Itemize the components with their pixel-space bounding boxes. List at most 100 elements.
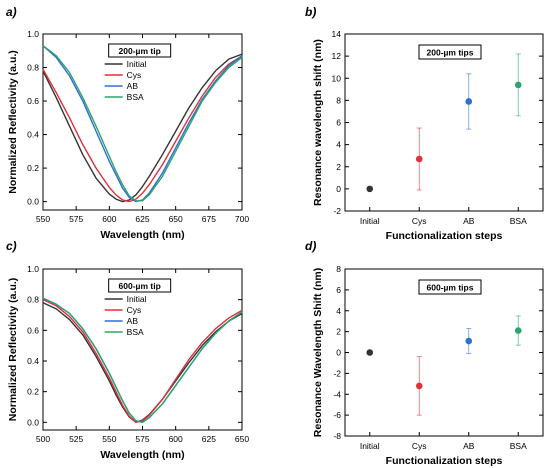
legend-title: 600-µm tips: [427, 283, 474, 293]
legend-entry-cys: Cys: [127, 305, 142, 315]
x-tick-label: 700: [235, 214, 249, 224]
legend-entry-bsa: BSA: [127, 92, 144, 102]
x-tick-label: AB: [463, 216, 475, 226]
panel-label: a): [6, 5, 17, 19]
x-axis-title: Wavelength (nm): [100, 229, 184, 241]
y-tick-label: -8: [333, 431, 341, 441]
y-tick-label: 10: [332, 73, 342, 83]
x-tick-label: 600: [102, 214, 116, 224]
y-tick-label: 1.0: [27, 29, 39, 39]
legend-title-box: [418, 44, 482, 60]
y-axis-title: Resonance Wavelength Shift (nm): [312, 268, 324, 437]
x-tick-label: 550: [102, 434, 116, 444]
data-point-ab: [465, 98, 473, 105]
series-line-cys: [42, 55, 243, 203]
x-tick-label: Initial: [360, 441, 380, 451]
y-tick-label: 6: [336, 285, 341, 295]
x-tick-label: BSA: [510, 441, 527, 451]
series-line-cys: [42, 299, 243, 424]
legend-entry-bsa: BSA: [127, 327, 144, 337]
data-point-cys: [415, 155, 423, 163]
series-line-initial: [42, 53, 243, 203]
legend-entry-initial: Initial: [127, 59, 147, 69]
y-tick-label: 0.8: [27, 295, 39, 305]
series-line-ab: [42, 45, 243, 203]
x-tick-label: 575: [135, 434, 149, 444]
x-axis-title: Functionalization steps: [386, 230, 503, 242]
y-tick-label: 0.6: [27, 325, 39, 335]
legend-entry-initial: Initial: [127, 294, 147, 304]
x-tick-label: 550: [36, 214, 50, 224]
y-tick-label: 8: [336, 264, 341, 274]
y-tick-label: 8: [336, 95, 341, 105]
data-point-bsa: [514, 327, 522, 334]
x-tick-label: Cys: [412, 441, 427, 451]
y-tick-label: 0.0: [27, 417, 39, 427]
x-tick-label: Initial: [360, 216, 380, 226]
x-tick-label: 575: [69, 214, 83, 224]
y-tick-label: 2: [336, 327, 341, 337]
y-tick-label: 14: [332, 29, 342, 39]
x-axis-title: Functionalization steps: [386, 455, 503, 467]
series-line-bsa: [42, 45, 243, 202]
data-point-ab: [465, 337, 473, 345]
y-tick-label: -2: [333, 368, 341, 378]
y-tick-label: 4: [336, 140, 341, 150]
y-tick-label: 2: [336, 162, 341, 172]
x-tick-label: 625: [202, 434, 216, 444]
x-tick-label: 625: [135, 214, 149, 224]
x-tick-label: AB: [463, 441, 475, 451]
panel-label: c): [6, 239, 17, 253]
x-tick-label: 650: [235, 434, 249, 444]
y-tick-label: 0: [336, 348, 341, 358]
x-tick-label: 500: [36, 434, 50, 444]
y-tick-label: -2: [333, 206, 341, 216]
x-axis-title: Wavelength (nm): [100, 449, 184, 461]
y-tick-label: 0.8: [27, 63, 39, 73]
y-tick-label: 0.2: [27, 387, 39, 397]
legend-entry-ab: AB: [127, 316, 139, 326]
chart-panel-d: d) -8 -6 -4 -2 0 2 4 6 8 Initial Cys AB BSA Functional…: [305, 239, 544, 467]
y-tick-label: 1.0: [27, 264, 39, 274]
series-line-bsa: [42, 297, 243, 424]
legend-title-box: [108, 43, 172, 58]
plot-frame: [344, 33, 544, 212]
x-tick-label: 600: [169, 434, 183, 444]
y-tick-label: 0.4: [27, 130, 39, 140]
y-tick-label: -4: [333, 389, 341, 399]
data-point-initial: [366, 185, 374, 193]
y-tick-label: 0.4: [27, 356, 39, 366]
data-point-cys: [415, 382, 423, 390]
legend-title: 600-µm tip: [119, 281, 161, 291]
y-tick-label: -6: [333, 410, 341, 420]
legend-title-box: [108, 278, 172, 293]
y-axis-title: Normalized Reflectivity (a.u.): [7, 278, 19, 422]
y-axis-title: Normalized Reflectivity (a.u.): [7, 50, 19, 194]
x-tick-label: 650: [169, 214, 183, 224]
legend-entry-ab: AB: [127, 81, 139, 91]
y-tick-label: 0: [336, 184, 341, 194]
y-tick-label: 0.2: [27, 163, 39, 173]
y-tick-label: 0.6: [27, 96, 39, 106]
y-tick-label: 4: [336, 306, 341, 316]
x-tick-label: 525: [69, 434, 83, 444]
panel-label: b): [305, 5, 316, 19]
legend-title: 200-µm tip: [119, 46, 161, 56]
legend-title: 200-µm tips: [427, 48, 474, 58]
y-tick-label: 0.0: [27, 197, 39, 207]
y-axis-title: Resonance wavelength shift (nm): [312, 39, 324, 206]
chart-panel-c: c) 0.0 0.2 0.4 0.6 0.8 1.0 500 525 550 575 600 625 65…: [6, 239, 249, 461]
panel-label: d): [305, 239, 316, 253]
legend-entry-cys: Cys: [127, 70, 142, 80]
y-tick-label: 12: [332, 51, 342, 61]
x-tick-label: Cys: [412, 216, 427, 226]
y-tick-label: 6: [336, 118, 341, 128]
chart-panel-a: a) 0.0 0.2 0.4 0.6 0.8 1.0 550 575 600 625 650 675 70…: [6, 5, 249, 241]
x-tick-label: BSA: [510, 216, 527, 226]
data-point-initial: [366, 349, 374, 356]
chart-panel-b: b) -2 0 2 4 6 8 10 12 14 Initial Cys AB BSA Functional…: [305, 5, 544, 242]
data-point-bsa: [514, 81, 522, 89]
x-tick-label: 675: [202, 214, 216, 224]
legend-title-box: [418, 279, 482, 295]
